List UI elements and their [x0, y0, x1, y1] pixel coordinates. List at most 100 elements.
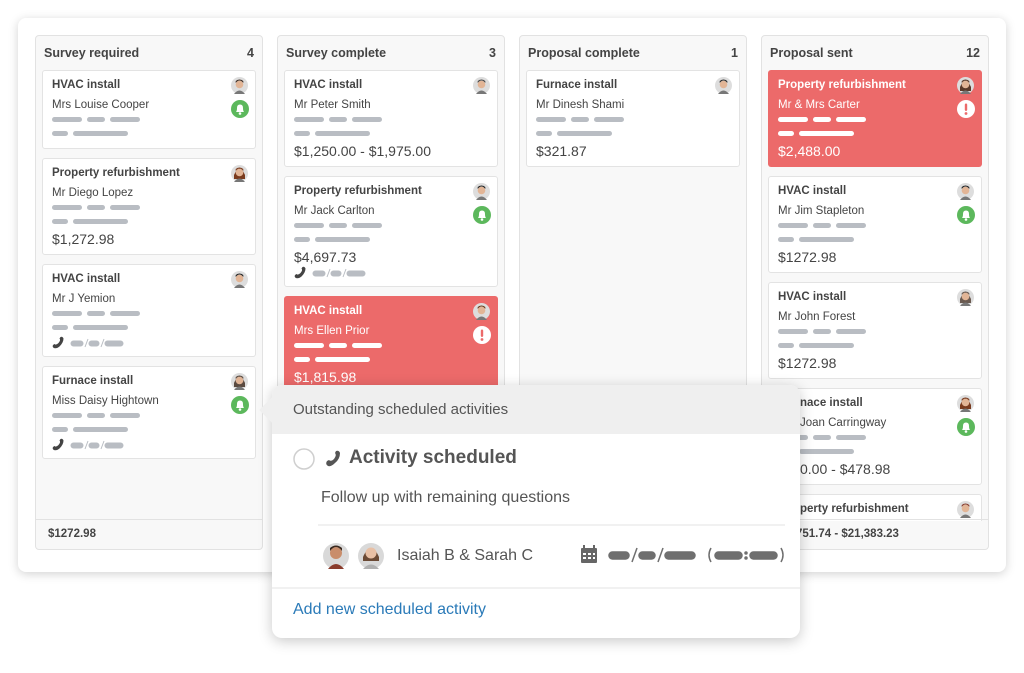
- kanban-board: Survey required 4 HVAC install Mrs Louise C…: [18, 18, 1006, 572]
- avatar: [957, 183, 974, 200]
- card-list: Furnace install Mr Dinesh Shami $321.87: [526, 70, 740, 521]
- card-amount: $1272.98: [778, 355, 837, 371]
- alert-icon: [473, 326, 491, 344]
- card[interactable]: HVAC install Mrs Louise Cooper: [42, 70, 256, 149]
- card-amount: $1,250.00 - $1,975.00: [294, 143, 432, 159]
- card[interactable]: HVAC install Mr Jim Stapleton $1272.98: [768, 176, 982, 273]
- activity-description: Follow up with remaining questions: [321, 489, 571, 506]
- card-title: Property refurbishment: [778, 79, 906, 91]
- card[interactable]: Furnace install Mr Dinesh Shami $321.87: [526, 70, 740, 167]
- phone-date: [52, 438, 124, 451]
- column-title: Survey complete: [286, 46, 387, 60]
- card-title: HVAC install: [52, 79, 121, 91]
- card-title: HVAC install: [294, 305, 363, 317]
- card[interactable]: HVAC install Mr John Forest $1272.98: [768, 282, 982, 379]
- placeholder-bars: [52, 413, 140, 432]
- avatar: [715, 77, 732, 94]
- card[interactable]: Property refurbishment Mr Diego Lopez $1,2…: [42, 158, 256, 255]
- reminder-icon: [957, 418, 975, 436]
- card-list: HVAC install Mrs Louise Cooper Property re…: [42, 70, 256, 521]
- reminder-icon: [957, 206, 975, 224]
- card-name: Mrs Louise Cooper: [52, 99, 150, 111]
- activity-title: Activity scheduled: [349, 447, 517, 468]
- column-title: Proposal complete: [528, 46, 640, 60]
- card-amount: $4,697.73: [294, 249, 357, 265]
- card-title: perty refurbishment: [800, 503, 909, 515]
- popup-header: [272, 385, 800, 434]
- avatar: [231, 271, 248, 288]
- card-name: Mrs Ellen Prior: [294, 325, 370, 337]
- card-name: Mr Jack Carlton: [294, 205, 375, 217]
- card-title: Furnace install: [52, 375, 134, 387]
- avatar: [231, 373, 248, 390]
- date-placeholder: [608, 547, 784, 563]
- card-amount: $321.87: [536, 143, 587, 159]
- card[interactable]: Furnace install Miss Daisy Hightown: [42, 366, 256, 459]
- calendar-icon: [581, 545, 597, 563]
- column-title: Survey required: [44, 46, 140, 60]
- phone-date: [52, 336, 124, 349]
- alert-icon: [957, 100, 975, 118]
- placeholder-bars: [52, 117, 140, 136]
- avatar: [957, 289, 974, 306]
- column-count: 3: [489, 46, 496, 60]
- card-amount: $1,272.98: [52, 231, 115, 247]
- placeholder-bars: [52, 205, 140, 224]
- card-name: Mr & Mrs Carter: [778, 99, 860, 111]
- card-name: Miss Daisy Hightown: [52, 395, 159, 407]
- avatar: [231, 77, 248, 94]
- card-title: nace install: [800, 397, 863, 409]
- column-total: $1272.98: [36, 519, 262, 549]
- card-title: Property refurbishment: [294, 185, 422, 197]
- card[interactable]: perty refurbishmentFairmount Inn: [768, 494, 982, 521]
- column-title: Proposal sent: [770, 46, 853, 60]
- card-title: Property refurbishment: [52, 167, 180, 179]
- column-total: 751.74 - $21,383.23: [762, 519, 988, 549]
- column: Proposal sent 12 Property refurbishment Mr …: [761, 35, 989, 550]
- card-name: Mr J Yemion: [52, 293, 116, 305]
- avatar: [473, 183, 490, 200]
- card[interactable]: nace install Joan Carringway 0.00 - $478.9…: [768, 388, 982, 485]
- add-activity-link[interactable]: Add new scheduled activity: [293, 601, 486, 618]
- avatar: [358, 543, 384, 569]
- avatar: [473, 303, 490, 320]
- card-amount: $1,815.98: [294, 369, 357, 385]
- placeholder-bars: [294, 117, 382, 136]
- reminder-icon: [231, 396, 249, 414]
- column: Survey required 4 HVAC install Mrs Louise C…: [35, 35, 263, 550]
- card-name: Mr Peter Smith: [294, 99, 371, 111]
- card-name: Mr Dinesh Shami: [536, 99, 625, 111]
- avatar: [957, 395, 974, 412]
- reminder-icon: [473, 206, 491, 224]
- reminder-icon: [231, 100, 249, 118]
- column-count: 4: [247, 46, 254, 60]
- card[interactable]: HVAC install Mr Peter Smith $1,250.00 - $1…: [284, 70, 498, 167]
- card-amount: $2,488.00: [778, 143, 841, 159]
- placeholder-bars: [778, 329, 866, 348]
- placeholder-bars: [52, 311, 140, 330]
- card-name: Mr John Forest: [778, 311, 856, 323]
- placeholder-bars: [778, 223, 866, 242]
- activities-popup: Outstanding scheduled activities Activit…: [259, 385, 800, 638]
- card-title: HVAC install: [778, 185, 847, 197]
- card-title: HVAC install: [52, 273, 121, 285]
- avatar: [323, 543, 349, 569]
- avatar: [957, 77, 974, 94]
- card[interactable]: HVAC install Mrs Ellen Prior $1,815.98: [284, 296, 498, 393]
- card[interactable]: Property refurbishment Mr Jack Carlton $4,…: [284, 176, 498, 287]
- placeholder-bars: [536, 117, 624, 136]
- card-title: HVAC install: [778, 291, 847, 303]
- card-list: Property refurbishment Mr & Mrs Carter $2,…: [768, 70, 982, 521]
- popup-title: Outstanding scheduled activities: [293, 401, 509, 418]
- card-name: Joan Carringway: [800, 417, 887, 429]
- card-name: Mr Diego Lopez: [52, 187, 134, 199]
- avatar: [957, 501, 974, 518]
- card-amount: 0.00 - $478.98: [800, 461, 891, 477]
- card-title: Furnace install: [536, 79, 618, 91]
- phone-icon: [326, 450, 340, 467]
- card[interactable]: Property refurbishment Mr & Mrs Carter $2,…: [768, 70, 982, 167]
- checkbox[interactable]: [293, 448, 315, 470]
- avatar: [231, 165, 248, 182]
- card[interactable]: HVAC install Mr J Yemion: [42, 264, 256, 357]
